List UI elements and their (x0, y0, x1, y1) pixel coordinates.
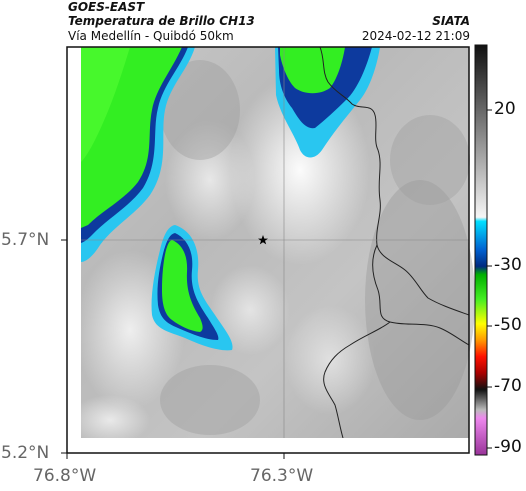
map-border (66, 46, 470, 454)
star-icon (258, 235, 268, 245)
colorbar-tick-label: -90 (494, 437, 522, 457)
cloud-center-left (151, 225, 233, 351)
cloud-top-left (81, 47, 195, 262)
org-label: SIATA (432, 14, 470, 28)
lon-tick-label: 76.3°W (250, 466, 314, 486)
lat-tick-label: 5.7°N (1, 230, 50, 250)
colorbar-tick-label: -50 (494, 315, 522, 335)
axis-ticks (61, 239, 285, 459)
cloud-top-center (275, 47, 380, 158)
datetime-label: 2024-02-12 21:09 (361, 29, 470, 43)
satellite-title: GOES-EAST (68, 0, 145, 14)
lat-tick-label: 5.2°N (1, 443, 50, 463)
product-title: Temperatura de Brillo CH13 (68, 14, 255, 28)
colorbar-tick-label: 20 (494, 99, 516, 119)
colorbar (474, 44, 492, 456)
route-subtitle: Vía Medellín - Quibdó 50km (68, 29, 234, 43)
lon-tick-label: 76.8°W (33, 466, 97, 486)
colorbar-tick-label: -70 (494, 376, 522, 396)
border-lines (319, 46, 470, 439)
colorbar-tick-label: -30 (494, 255, 522, 275)
